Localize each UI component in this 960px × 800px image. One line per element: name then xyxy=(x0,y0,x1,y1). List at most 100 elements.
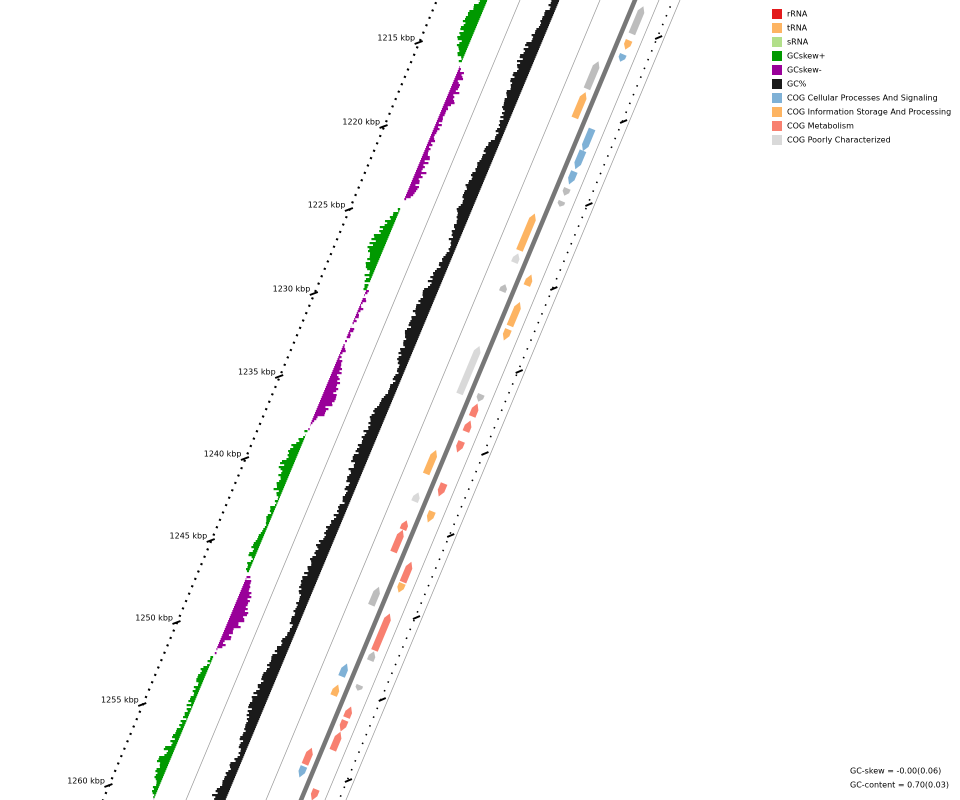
gc-content-bar xyxy=(344,488,356,491)
legend-swatch xyxy=(772,121,782,131)
gc-content-bar xyxy=(427,286,440,289)
gc-skew-bar xyxy=(332,370,340,373)
gc-content-bar xyxy=(339,504,349,507)
gc-content-bar xyxy=(281,644,291,647)
gc-skew-bar xyxy=(187,710,191,713)
major-tick xyxy=(344,207,354,212)
gc-skew-bar xyxy=(445,100,455,103)
gc-content-bar xyxy=(477,164,491,167)
gc-skew-bar xyxy=(442,106,448,109)
gc-content-bar xyxy=(326,526,340,529)
gc-content-bar xyxy=(248,704,266,707)
gc-skew-bar xyxy=(258,534,265,537)
gc-skew-bar xyxy=(359,306,362,309)
gc-content-bar xyxy=(293,610,305,613)
gc-skew-bar xyxy=(260,532,265,535)
gc-skew-bar xyxy=(159,756,172,759)
gc-skew-bar xyxy=(200,672,207,675)
gc-content-bar xyxy=(538,26,549,29)
gc-content-bar xyxy=(415,312,429,315)
gene-feature xyxy=(397,582,406,593)
gc-skew-bar xyxy=(290,448,300,451)
gc-content-bar xyxy=(403,340,418,343)
gc-skew-bar xyxy=(186,708,192,711)
major-tick xyxy=(104,783,113,788)
gc-skew-bar xyxy=(457,36,472,39)
gc-skew-bar xyxy=(304,430,308,433)
gc-content-bar xyxy=(282,638,293,641)
scale-label: 1215 kbp xyxy=(377,34,415,43)
gc-content-bar xyxy=(501,112,513,115)
gc-skew-bar xyxy=(224,628,234,631)
gc-skew-bar xyxy=(364,294,365,297)
gene-feature xyxy=(557,199,566,207)
gc-content-bar xyxy=(398,372,404,375)
gc-content-bar xyxy=(246,714,261,717)
gc-content-bar xyxy=(267,668,281,671)
gc-skew-bar xyxy=(459,66,461,69)
gc-skew-bar xyxy=(230,614,247,617)
gc-skew-bar xyxy=(167,750,174,753)
gc-skew-bar xyxy=(152,786,159,789)
gc-skew-bar xyxy=(328,380,338,383)
gc-content-bar xyxy=(403,344,416,347)
gc-skew-bar xyxy=(179,724,185,727)
legend-swatch xyxy=(772,79,782,89)
gc-skew-bar xyxy=(365,290,369,293)
gc-content-bar xyxy=(310,558,327,561)
gc-content-bar xyxy=(395,374,403,377)
gc-content-bar xyxy=(436,268,448,271)
gc-skew-bar xyxy=(431,134,435,137)
gc-content-bar xyxy=(352,456,369,459)
inner-major-tick xyxy=(481,451,489,456)
gc-skew-bar xyxy=(209,662,211,665)
gc-skew-bar xyxy=(152,790,158,793)
gc-content-bar xyxy=(285,636,294,639)
gene-feature xyxy=(562,187,571,196)
gc-skew-bar xyxy=(247,566,251,569)
gc-content-bar xyxy=(363,438,377,441)
gc-skew-bar xyxy=(276,482,286,485)
gc-skew-bar xyxy=(457,70,461,73)
gc-content-bar xyxy=(472,172,488,175)
gc-skew-bar xyxy=(416,170,422,173)
gc-skew-bar xyxy=(232,610,245,613)
guide-line xyxy=(345,0,681,800)
guide-line xyxy=(324,0,660,800)
gc-skew-bar xyxy=(173,734,181,737)
gc-skew-bar xyxy=(454,78,464,81)
gc-content-bar xyxy=(351,460,367,463)
gc-skew-bar xyxy=(155,778,163,781)
gc-content-bar xyxy=(346,492,354,495)
gc-content-bar xyxy=(454,226,465,229)
gc-skew-bar xyxy=(171,744,177,747)
gc-skew-bar xyxy=(266,516,272,519)
gc-content-bar xyxy=(533,36,544,39)
gc-content-bar xyxy=(389,388,398,391)
gc-skew-bar xyxy=(368,250,383,253)
gc-skew-bar xyxy=(247,564,252,567)
gc-skew-bar xyxy=(154,794,156,797)
gc-content-bar xyxy=(212,794,228,797)
gc-skew-bar xyxy=(198,674,206,677)
gc-content-bar xyxy=(462,202,475,205)
gc-content-bar xyxy=(379,404,391,407)
gene-feature xyxy=(574,149,587,170)
gc-content-bar xyxy=(415,314,428,317)
gc-content-bar xyxy=(482,154,495,157)
gc-skew-bar xyxy=(236,600,250,603)
gc-content-bar xyxy=(352,458,368,461)
gc-skew-bar xyxy=(341,348,346,351)
gene-feature xyxy=(582,127,596,152)
gc-skew-bar xyxy=(192,690,199,693)
gc-content-bar xyxy=(240,748,247,751)
gc-skew-bar xyxy=(356,312,359,315)
gc-skew-bar xyxy=(325,386,337,389)
gc-content-bar xyxy=(235,760,242,763)
gc-content-bar xyxy=(494,138,502,141)
gc-content-bar xyxy=(452,236,461,239)
gc-content-bar xyxy=(411,326,423,329)
gc-skew-bar xyxy=(339,354,341,357)
gc-content-bar xyxy=(239,754,245,757)
gc-content-bar xyxy=(433,272,446,275)
